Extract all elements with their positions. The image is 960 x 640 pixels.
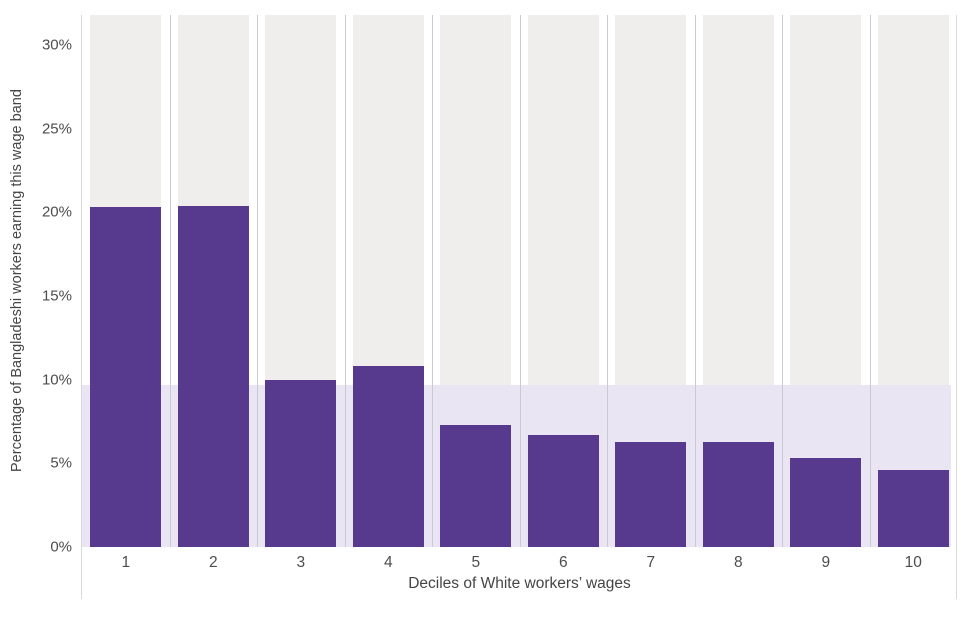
x-tick-label-3: 3 xyxy=(296,554,306,571)
x-axis-title: Deciles of White workers’ wages xyxy=(82,573,957,595)
bar-decile-8[interactable] xyxy=(702,441,774,547)
bar-decile-6[interactable] xyxy=(527,434,599,547)
bar-decile-3[interactable] xyxy=(265,379,337,547)
x-tick-label-4: 4 xyxy=(383,554,393,571)
x-tick-label-2: 2 xyxy=(208,554,218,571)
bar-decile-7[interactable] xyxy=(615,441,687,547)
category-separator-lines xyxy=(82,15,957,547)
separator-line xyxy=(257,15,258,547)
x-tick-label-5: 5 xyxy=(471,554,481,571)
separator-line xyxy=(607,15,608,547)
separator-line xyxy=(519,15,521,547)
separator-line xyxy=(169,15,171,547)
y-tick-label-25: 25% xyxy=(41,120,72,138)
bars xyxy=(82,15,957,547)
separator-line xyxy=(869,15,871,547)
bar-decile-4[interactable] xyxy=(352,366,424,547)
x-tick-label-1: 1 xyxy=(121,554,131,571)
separator-line xyxy=(782,15,783,547)
separator-line xyxy=(432,15,433,547)
y-tick-label-20: 20% xyxy=(41,203,72,221)
y-tick-label-10: 10% xyxy=(41,371,72,389)
x-tick-label-7: 7 xyxy=(646,554,656,571)
bar-decile-1[interactable] xyxy=(90,207,162,547)
y-tick-label-15: 15% xyxy=(41,287,72,305)
right-axis-line xyxy=(956,15,957,599)
separator-line xyxy=(344,15,346,547)
left-axis-line xyxy=(81,15,82,599)
bar-decile-2[interactable] xyxy=(177,205,249,547)
bar-decile-10[interactable] xyxy=(877,470,949,547)
x-tick-label-9: 9 xyxy=(821,554,831,571)
separator-line xyxy=(694,15,696,547)
y-tick-label-0: 0% xyxy=(50,538,72,556)
x-tick-label-8: 8 xyxy=(733,554,743,571)
x-tick-label-10: 10 xyxy=(904,554,922,571)
bar-decile-9[interactable] xyxy=(790,458,862,547)
y-tick-label-30: 30% xyxy=(41,36,72,54)
x-axis-tick-labels: 1 2 3 4 5 6 7 8 9 10 xyxy=(82,551,957,575)
y-axis-tick-labels: 0% 5% 10% 15% 20% 25% 30% xyxy=(0,15,72,555)
y-tick-label-5: 5% xyxy=(50,454,72,472)
plot-area xyxy=(82,15,957,547)
x-tick-label-6: 6 xyxy=(558,554,568,571)
bar-decile-5[interactable] xyxy=(440,424,512,547)
x-axis-title-text: Deciles of White workers’ wages xyxy=(408,575,631,592)
